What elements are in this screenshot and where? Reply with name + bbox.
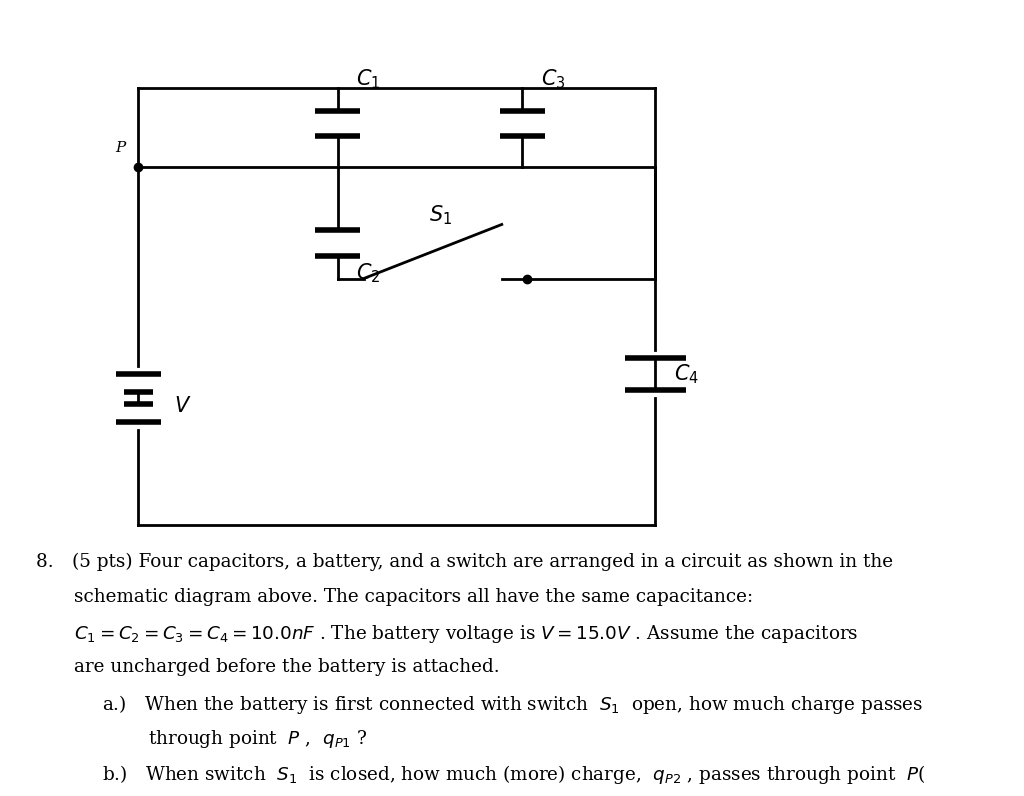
Text: $V$: $V$: [174, 396, 191, 416]
Text: $S_1$: $S_1$: [429, 203, 452, 227]
Text: $C_2$: $C_2$: [356, 262, 381, 286]
Text: P: P: [116, 141, 126, 155]
Text: $C_4$: $C_4$: [674, 362, 698, 386]
Text: $C_1 = C_2 = C_3 = C_4 = 10.0nF$ . The battery voltage is $V = 15.0V$ . Assume t: $C_1 = C_2 = C_3 = C_4 = 10.0nF$ . The b…: [74, 623, 858, 646]
Text: b.) When switch  $S_1$  is closed, how much (more) charge,  $q_{P2}$ , passes th: b.) When switch $S_1$ is closed, how muc…: [102, 763, 926, 786]
Text: are uncharged before the battery is attached.: are uncharged before the battery is atta…: [74, 658, 500, 677]
Text: a.) When the battery is first connected with switch  $S_1$  open, how much charg: a.) When the battery is first connected …: [102, 693, 924, 716]
Text: schematic diagram above. The capacitors all have the same capacitance:: schematic diagram above. The capacitors …: [74, 588, 753, 607]
Text: through point  $P$ ,  $q_{P1}$ ?: through point $P$ , $q_{P1}$ ?: [148, 728, 368, 751]
Text: 8. (5 pts) Four capacitors, a battery, and a switch are arranged in a circuit as: 8. (5 pts) Four capacitors, a battery, a…: [36, 553, 893, 572]
Text: $C_1$: $C_1$: [356, 67, 381, 91]
Text: $C_3$: $C_3$: [541, 67, 565, 91]
